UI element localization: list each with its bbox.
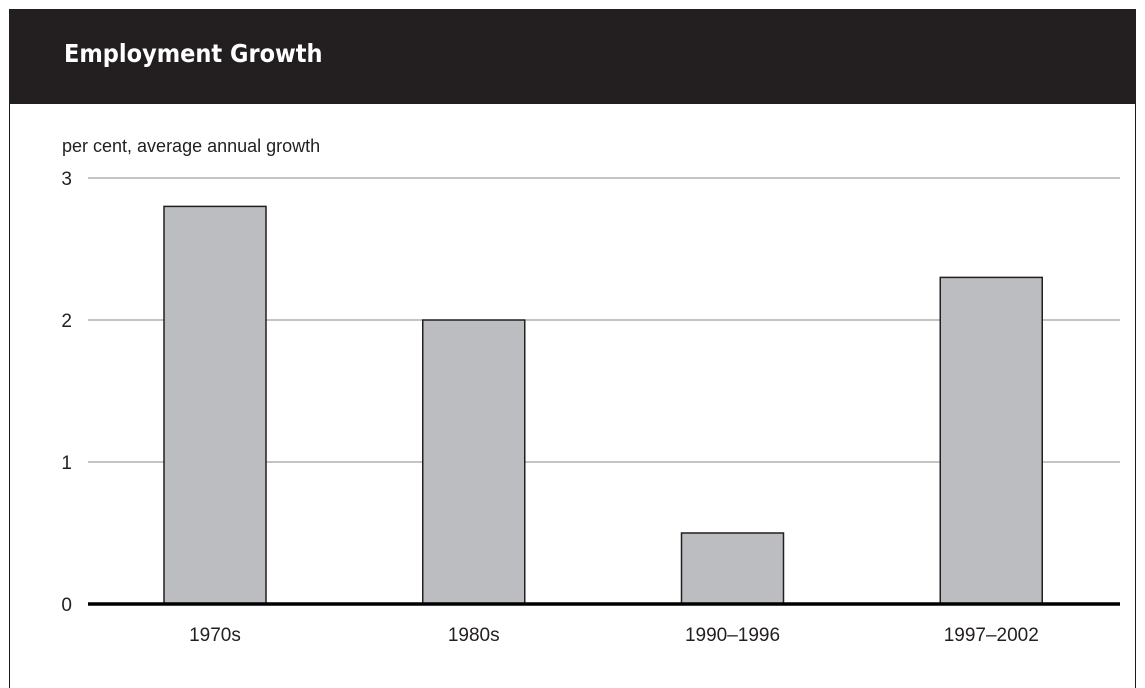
x-tick-label: 1997–2002 bbox=[944, 625, 1039, 646]
y-tick-label: 3 bbox=[61, 169, 72, 190]
bar-1 bbox=[422, 319, 526, 605]
y-tick-label: 0 bbox=[61, 595, 72, 616]
y-axis-label: per cent, average annual growth bbox=[62, 136, 321, 156]
x-tick-label: 1970s bbox=[189, 625, 241, 646]
y-tick-labels: 0 1 2 3 bbox=[61, 169, 72, 616]
y-tick-label: 1 bbox=[61, 453, 72, 474]
bars bbox=[163, 205, 1043, 605]
chart-header: Employment Growth bbox=[9, 9, 1136, 104]
chart-title: Employment Growth bbox=[64, 39, 323, 68]
bar-0 bbox=[163, 205, 267, 605]
bar-3 bbox=[939, 276, 1043, 605]
y-tick-label: 2 bbox=[61, 311, 72, 332]
x-tick-labels: 1970s 1980s 1990–1996 1997–2002 bbox=[189, 625, 1039, 646]
x-tick-label: 1980s bbox=[448, 625, 500, 646]
x-tick-label: 1990–1996 bbox=[685, 625, 780, 646]
bar-2 bbox=[680, 532, 785, 605]
